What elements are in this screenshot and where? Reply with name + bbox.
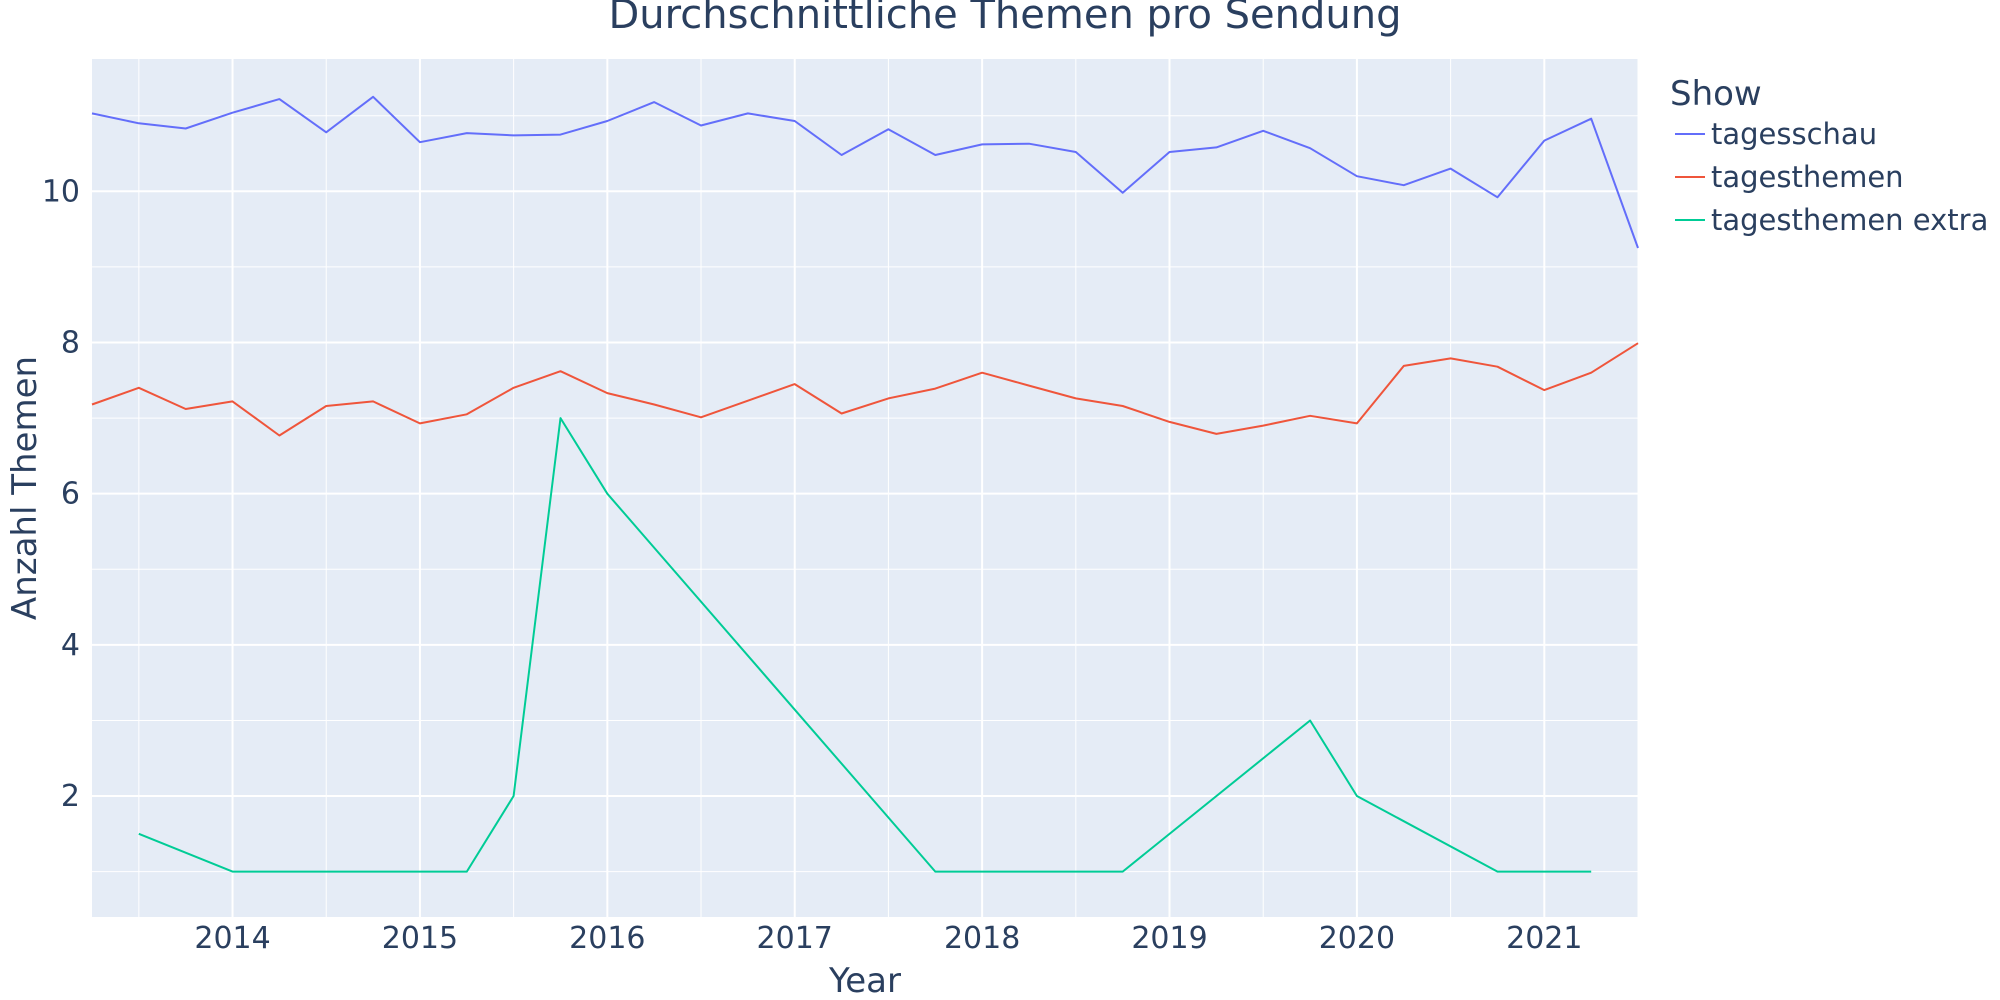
- x-tick-label: 2016: [569, 921, 645, 956]
- x-tick-label: 2021: [1506, 921, 1582, 956]
- y-tick-label: 8: [61, 325, 80, 360]
- x-tick-label: 2015: [382, 921, 458, 956]
- y-tick-label: 6: [61, 477, 80, 512]
- x-tick-labels: 2014 2015 2016 2017 2018 2019 2020 2021: [194, 921, 1582, 956]
- legend-label: tagesschau: [1711, 117, 1877, 151]
- y-tick-label: 10: [42, 174, 80, 209]
- y-gridlines: [92, 115, 1638, 873]
- x-tick-label: 2018: [944, 921, 1020, 956]
- x-axis-label: Year: [828, 961, 901, 1000]
- chart-title: Durchschnittliche Themen pro Sendung: [609, 0, 1402, 38]
- legend-title: Show: [1670, 74, 1762, 114]
- legend: Show tagesschau tagesthemen tagesthemen ex…: [1670, 74, 1988, 237]
- series-line-tagesschau: [91, 95, 1639, 249]
- y-tick-label: 2: [61, 779, 80, 814]
- series-line-tagesthemen: [91, 342, 1639, 437]
- plot-background: [92, 59, 1638, 917]
- x-tick-label: 2020: [1319, 921, 1395, 956]
- y-axis-label: Anzahl Themen: [5, 356, 45, 620]
- x-gridlines: [138, 59, 1639, 917]
- y-tick-label: 4: [61, 628, 80, 663]
- y-tick-labels: 2 4 6 8 10: [42, 174, 80, 814]
- series-lines: [91, 95, 1639, 873]
- x-tick-label: 2014: [194, 921, 270, 956]
- legend-label: tagesthemen: [1711, 160, 1904, 194]
- legend-label: tagesthemen extra: [1711, 203, 1988, 237]
- x-tick-label: 2019: [1131, 921, 1207, 956]
- x-tick-label: 2017: [757, 921, 833, 956]
- legend-items: tagesschau tagesthemen tagesthemen extra: [1675, 117, 1988, 237]
- series-line-tagesthemen-extra: [138, 417, 1592, 873]
